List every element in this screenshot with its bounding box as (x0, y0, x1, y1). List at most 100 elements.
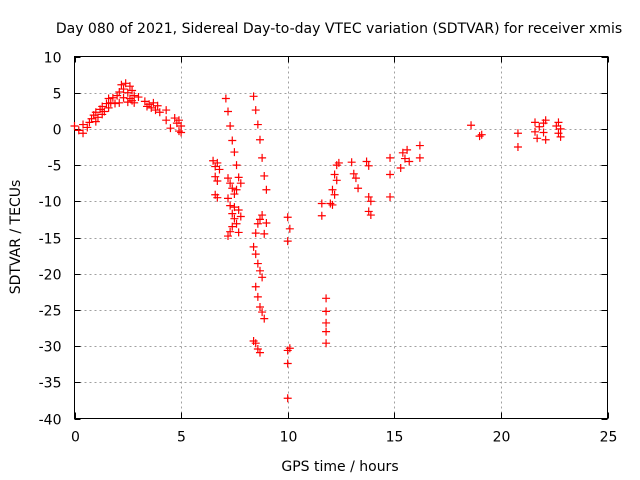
data-point (317, 199, 326, 208)
data-point (79, 129, 88, 138)
data-point (234, 205, 243, 214)
y-tick-label: 0 (53, 123, 62, 139)
data-point (260, 314, 269, 323)
data-point (253, 259, 262, 268)
x-tick-label: 20 (493, 430, 511, 446)
data-point (253, 219, 262, 228)
data-point (556, 132, 565, 141)
data-point (115, 87, 124, 96)
data-point (228, 136, 237, 145)
data-point (226, 122, 235, 131)
data-point (228, 222, 237, 231)
data-point (166, 124, 175, 133)
data-point (513, 143, 522, 151)
data-point (130, 98, 139, 107)
data-point (477, 130, 486, 139)
data-point (283, 346, 292, 355)
data-point (330, 190, 339, 199)
data-point (330, 170, 339, 179)
data-point (351, 174, 360, 183)
data-point (403, 145, 412, 154)
data-point (224, 174, 233, 183)
data-point (224, 194, 233, 203)
data-point (531, 118, 540, 127)
data-point (467, 121, 476, 130)
grid-lines (74, 56, 608, 419)
data-point (224, 232, 233, 241)
y-tick-label: 10 (44, 51, 62, 67)
data-point (162, 116, 171, 125)
data-point (386, 170, 395, 179)
data-point (74, 126, 83, 135)
data-point (262, 185, 271, 194)
data-point (232, 185, 241, 194)
axis-ticks: 0 5 10 15 20 25 10 5 0 -5 -10 -15 -20 -25 -30 -35 -40 (39, 51, 618, 446)
data-point (121, 79, 130, 88)
data-point (85, 118, 94, 127)
data-point (415, 141, 424, 150)
y-tick-label: -15 (39, 232, 62, 248)
data-point (102, 99, 111, 108)
data-point (328, 185, 337, 194)
plot-frame (74, 56, 608, 419)
y-tick-label: -35 (39, 376, 62, 392)
data-point (260, 171, 269, 180)
data-point (405, 157, 414, 166)
x-tick-label: 0 (71, 430, 80, 446)
data-point (230, 190, 239, 199)
data-point (386, 192, 395, 201)
data-point (100, 107, 109, 116)
data-point (230, 148, 239, 157)
y-tick-label: -5 (48, 159, 62, 175)
data-point (322, 339, 331, 348)
data-point (354, 184, 363, 193)
data-point (249, 337, 258, 346)
data-point (531, 127, 540, 136)
data-point (386, 153, 395, 162)
data-point (153, 101, 162, 110)
data-point (230, 214, 239, 223)
data-point (111, 99, 120, 108)
y-tick-label: -40 (39, 413, 62, 429)
data-point (255, 303, 264, 312)
data-point (128, 86, 137, 95)
data-point (115, 98, 124, 107)
data-point (230, 203, 239, 212)
data-point (364, 192, 373, 201)
data-point (249, 92, 258, 101)
data-point (91, 108, 100, 117)
data-point (123, 88, 132, 97)
data-point (283, 213, 292, 222)
data-point (285, 344, 294, 353)
data-point (106, 98, 115, 107)
data-point (251, 282, 260, 291)
data-point (151, 106, 160, 115)
data-point (174, 116, 183, 125)
data-point (125, 82, 134, 91)
data-point (170, 114, 179, 123)
data-point (98, 102, 107, 111)
data-point (332, 176, 341, 185)
data-point (260, 229, 269, 238)
x-tick-label: 10 (280, 430, 298, 446)
data-point (251, 250, 260, 259)
data-point (226, 227, 235, 236)
y-tick-label: -10 (39, 195, 62, 211)
data-point (104, 94, 113, 103)
data-point (283, 359, 292, 368)
data-point (251, 339, 260, 348)
data-point (258, 308, 267, 317)
data-point (283, 237, 292, 246)
data-point (283, 394, 292, 403)
data-point (249, 242, 258, 251)
data-point (234, 173, 243, 182)
data-point (213, 177, 222, 186)
data-point (211, 172, 220, 181)
data-point (398, 148, 407, 157)
data-point (326, 199, 335, 208)
data-point (140, 97, 149, 106)
data-point (364, 207, 373, 216)
data-point (209, 156, 218, 165)
data-point (228, 184, 237, 193)
data-point (253, 292, 262, 301)
